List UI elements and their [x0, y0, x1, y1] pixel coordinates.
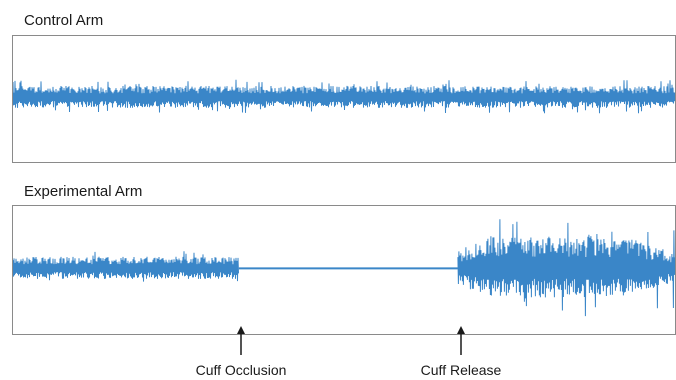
- experimental-arm-trace: [13, 219, 675, 317]
- trace-segment-activity: [13, 251, 239, 282]
- trace-segment-activity: [13, 79, 675, 114]
- cuff-release-arrow-icon: [457, 326, 465, 355]
- panel-experimental-arm: [12, 205, 676, 335]
- panel-title-control: Control Arm: [24, 12, 104, 29]
- trace-segment-hyperemia: [457, 219, 675, 317]
- annotation-cuff-occlusion: Cuff Occlusion: [195, 362, 287, 378]
- annotation-cuff-release: Cuff Release: [420, 362, 502, 378]
- panel-control-arm: [12, 35, 676, 163]
- panel-title-experimental: Experimental Arm: [24, 183, 143, 200]
- control-arm-trace: [13, 79, 675, 114]
- cuff-occlusion-arrow-icon: [237, 326, 245, 355]
